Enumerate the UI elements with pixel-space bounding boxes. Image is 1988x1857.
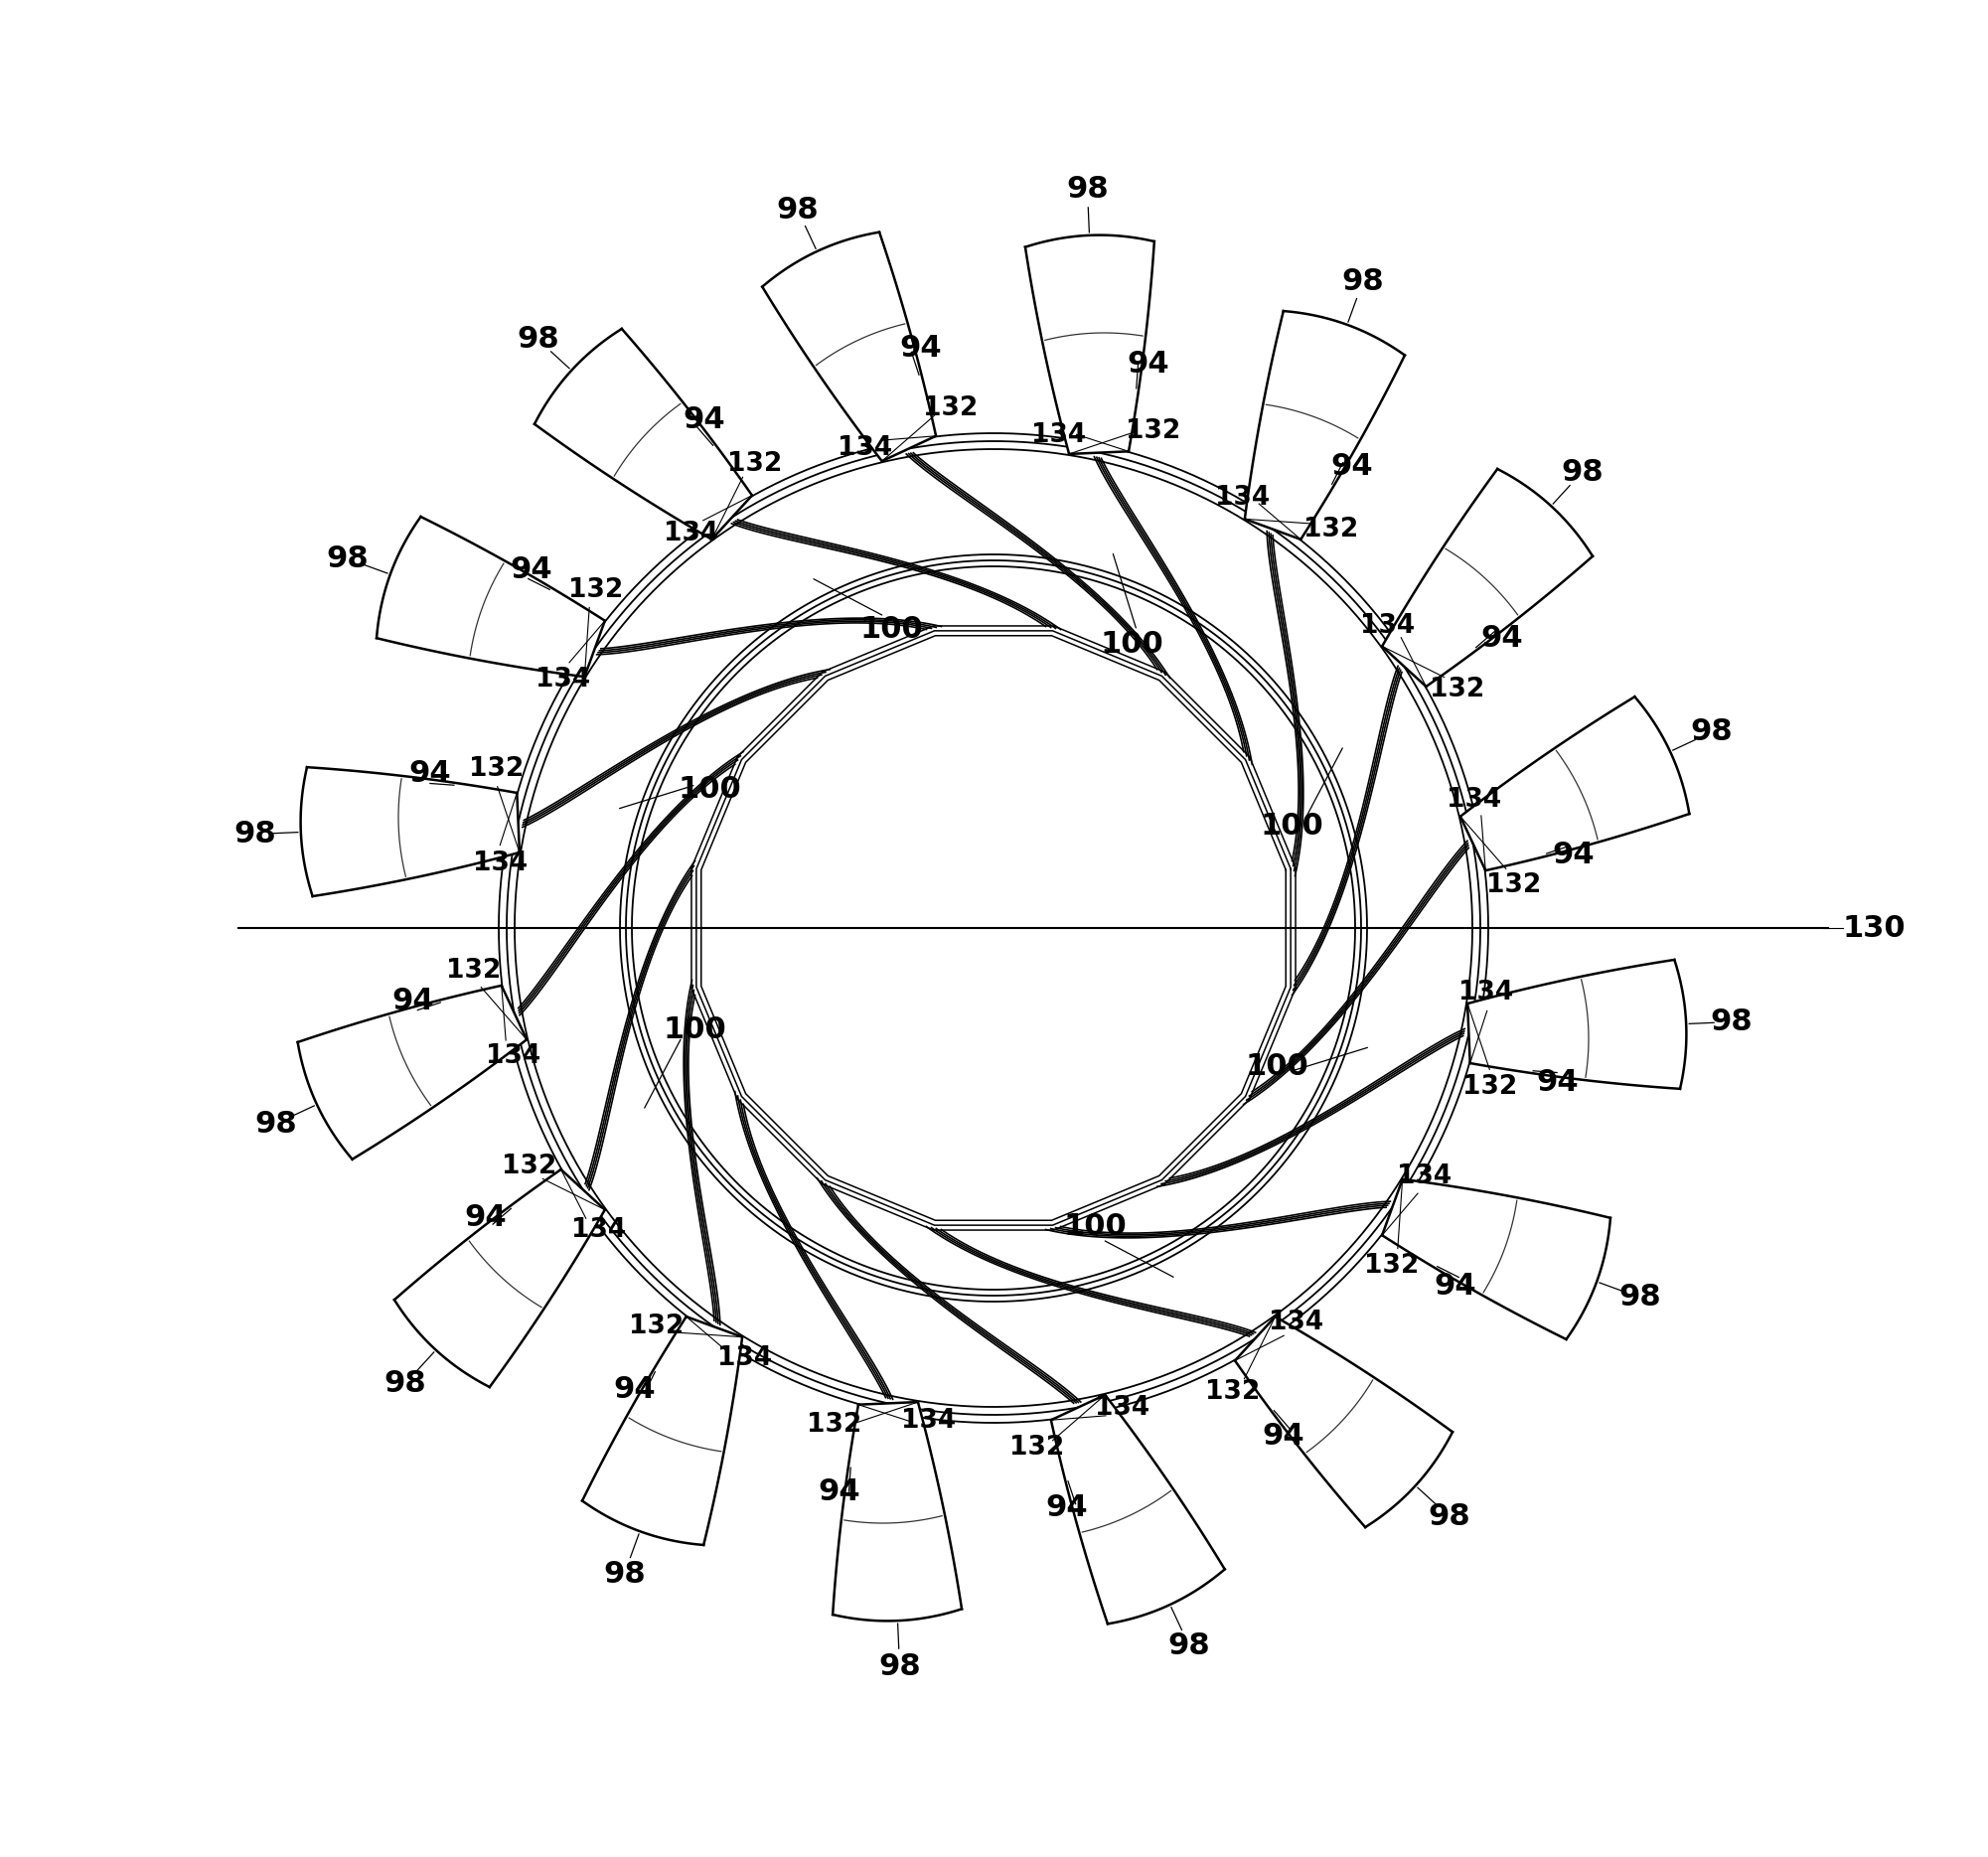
Text: 94: 94 [1433,1272,1477,1302]
Text: 134: 134 [485,1044,541,1070]
Text: 98: 98 [326,544,368,574]
Text: 98: 98 [235,819,276,849]
Polygon shape [1382,470,1592,687]
Text: 94: 94 [1537,1068,1578,1097]
Text: 132: 132 [1487,873,1541,899]
Text: 100: 100 [678,774,742,804]
Text: 134: 134 [573,1218,626,1244]
Text: 98: 98 [254,1109,296,1138]
Text: 100: 100 [1101,630,1163,659]
Text: 98: 98 [1690,719,1734,747]
Text: 98: 98 [1561,459,1602,487]
Text: 94: 94 [465,1203,507,1231]
Text: 100: 100 [859,615,922,644]
Text: 134: 134 [1459,980,1513,1006]
Text: 94: 94 [1330,451,1374,481]
Text: 98: 98 [1710,1008,1753,1036]
Text: 134: 134 [1445,787,1501,812]
Text: 132: 132 [1463,1075,1517,1099]
Text: 94: 94 [817,1478,861,1506]
Text: 134: 134 [1360,613,1415,639]
Text: 132: 132 [469,756,525,782]
Polygon shape [298,986,527,1159]
Text: 132: 132 [1010,1435,1064,1461]
Text: 94: 94 [1481,624,1523,654]
Text: 94: 94 [1553,841,1594,869]
Polygon shape [582,1317,742,1545]
Polygon shape [394,1170,604,1387]
Polygon shape [1382,1179,1610,1339]
Text: 134: 134 [1095,1395,1149,1421]
Text: 94: 94 [682,405,726,435]
Text: 98: 98 [1169,1632,1211,1660]
Polygon shape [1026,241,1155,453]
Text: 94: 94 [614,1376,656,1404]
Text: 132: 132 [1429,676,1485,702]
Polygon shape [306,767,519,897]
Text: 132: 132 [445,958,501,984]
Text: 132: 132 [1205,1380,1260,1406]
Text: 132: 132 [628,1313,684,1339]
Text: 94: 94 [1127,349,1169,379]
Text: 98: 98 [1066,175,1109,204]
Text: 132: 132 [922,396,978,422]
Text: 94: 94 [1046,1493,1087,1523]
Text: 94: 94 [1262,1422,1304,1450]
Text: 134: 134 [837,435,893,461]
Text: 100: 100 [1064,1213,1127,1240]
Text: 94: 94 [511,555,553,583]
Text: 134: 134 [1032,422,1085,448]
Polygon shape [535,329,751,539]
Text: 98: 98 [602,1560,646,1588]
Text: 134: 134 [718,1346,771,1370]
Text: 100: 100 [1260,812,1324,839]
Text: 94: 94 [408,760,451,787]
Text: 132: 132 [807,1411,861,1437]
Text: 98: 98 [1427,1502,1471,1530]
Polygon shape [1244,310,1406,539]
Text: 98: 98 [384,1369,425,1398]
Text: 132: 132 [1125,418,1181,444]
Text: 100: 100 [664,1016,728,1045]
Text: 134: 134 [537,667,590,693]
Text: 94: 94 [392,986,435,1016]
Text: 100: 100 [1244,1053,1308,1081]
Polygon shape [1467,960,1680,1088]
Text: 134: 134 [901,1408,956,1434]
Text: 130: 130 [1843,914,1906,941]
Polygon shape [1461,696,1690,871]
Polygon shape [1052,1395,1225,1623]
Polygon shape [1235,1317,1453,1526]
Text: 132: 132 [503,1153,557,1179]
Text: 98: 98 [1342,267,1384,295]
Text: 98: 98 [879,1653,920,1681]
Text: 134: 134 [1268,1309,1324,1335]
Text: 134: 134 [1396,1164,1451,1190]
Text: 134: 134 [1215,485,1270,511]
Text: 134: 134 [664,520,718,546]
Polygon shape [761,232,936,461]
Text: 98: 98 [1618,1283,1660,1311]
Text: 98: 98 [777,195,819,225]
Polygon shape [833,1402,962,1614]
Text: 132: 132 [1304,516,1358,542]
Text: 132: 132 [569,578,622,604]
Text: 134: 134 [473,851,529,877]
Text: 132: 132 [1364,1252,1419,1278]
Text: 132: 132 [728,451,781,477]
Text: 94: 94 [899,334,942,362]
Polygon shape [376,516,604,676]
Text: 98: 98 [517,325,559,355]
